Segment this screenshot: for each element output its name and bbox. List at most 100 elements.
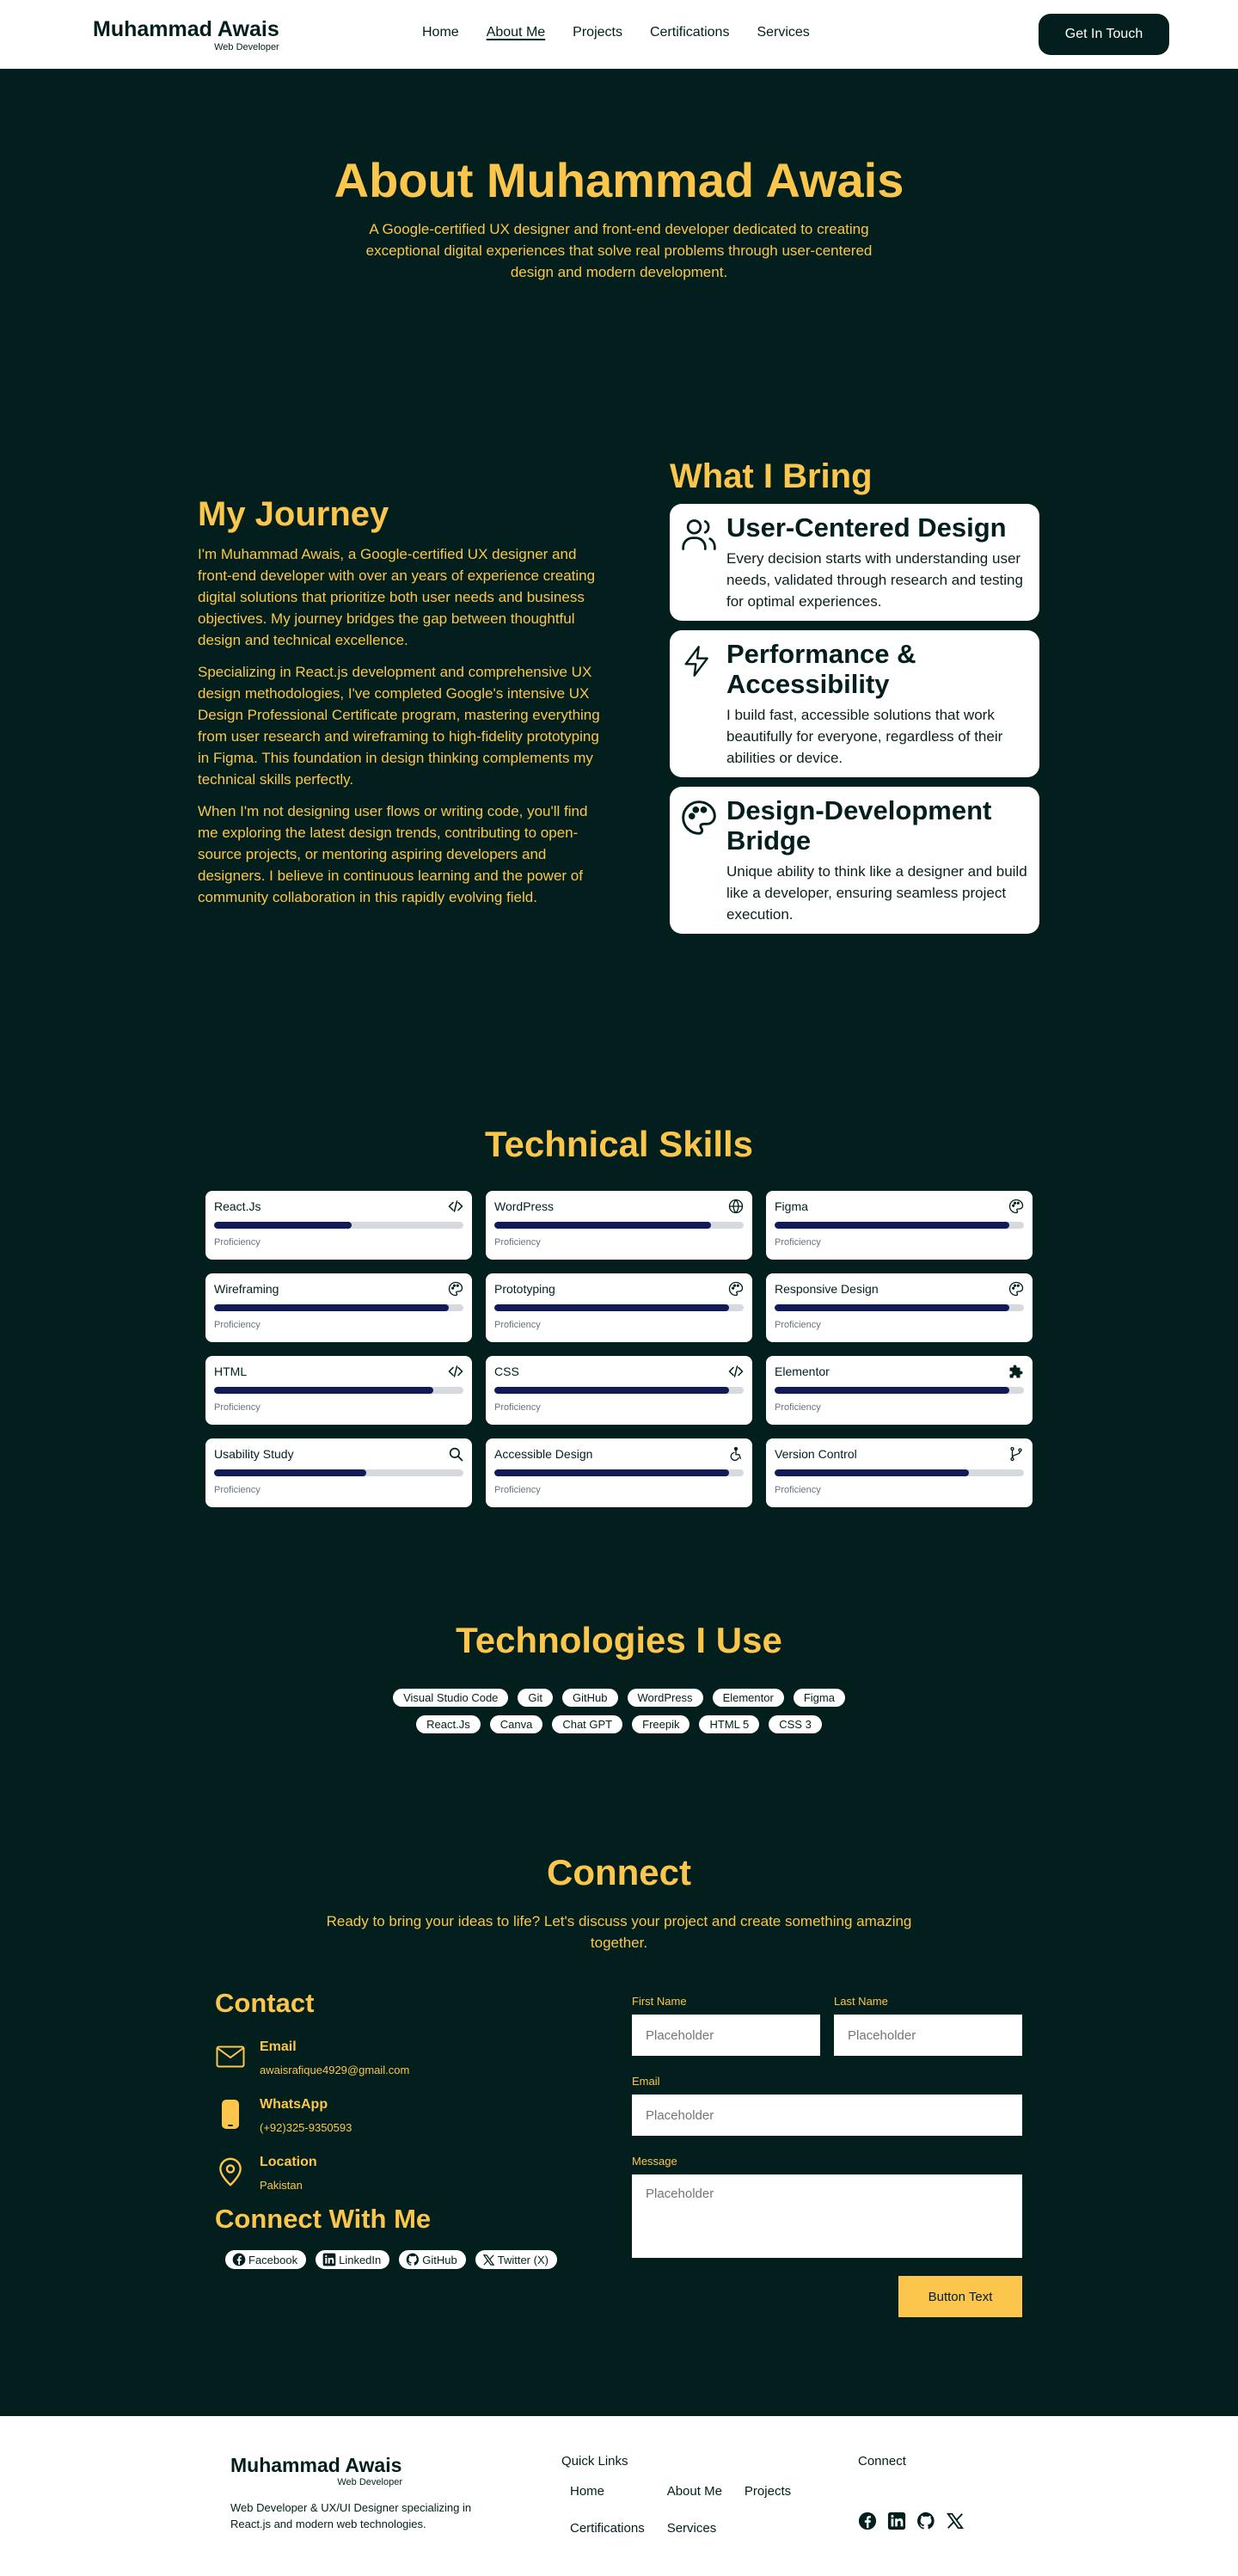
linkedin-button[interactable]: LinkedIn <box>316 2250 390 2269</box>
skill-card: HTML Proficiency <box>205 1356 472 1425</box>
contact-title: Contact <box>215 1988 315 2018</box>
footer-link-services[interactable]: Services <box>666 2521 717 2536</box>
nav-services[interactable]: Services <box>757 25 810 40</box>
skill-progress-fill <box>494 1387 729 1394</box>
footer-link-home[interactable]: Home <box>570 2484 605 2499</box>
linkedin-icon[interactable] <box>887 2512 906 2530</box>
github-button[interactable]: GitHub <box>399 2250 466 2269</box>
skill-progress-bar <box>214 1387 463 1394</box>
facebook-label: Facebook <box>248 2253 298 2266</box>
first-name-label: First Name <box>632 1995 687 2008</box>
connect-with-me-title: Connect With Me <box>215 2204 432 2234</box>
skill-progress-fill <box>775 1222 1009 1229</box>
skill-progress-bar <box>214 1222 463 1229</box>
twitter-button[interactable]: Twitter (X) <box>475 2250 557 2269</box>
facebook-button[interactable]: Facebook <box>225 2250 307 2269</box>
technology-chip: Chat GPT <box>552 1715 623 1733</box>
hero-section: About Muhammad Awais A Google-certified … <box>0 69 1238 283</box>
nav-home[interactable]: Home <box>422 25 459 40</box>
email-input[interactable] <box>632 2095 1022 2136</box>
contact-email: Email awaisrafique4929@gmail.com <box>215 2039 593 2076</box>
footer-description: Web Developer & UX/UI Designer specializ… <box>230 2501 472 2530</box>
journey-paragraph: I'm Muhammad Awais, a Google-certified U… <box>198 546 596 648</box>
email-label: Email <box>260 2039 297 2054</box>
message-label: Message <box>632 2155 677 2168</box>
skill-name: Usability Study <box>214 1447 294 1461</box>
site-header: Muhammad Awais Web Developer Home About … <box>0 0 1238 69</box>
bring-card-title: Design-Development Bridge <box>726 795 992 856</box>
bring-card-title: User-Centered Design <box>726 512 1007 543</box>
skill-card: Prototyping Proficiency <box>486 1273 752 1342</box>
linkedin-icon <box>322 2253 336 2266</box>
skill-card: CSS Proficiency <box>486 1356 752 1425</box>
technology-chip: Freepik <box>632 1715 690 1733</box>
twitter-label: Twitter (X) <box>497 2253 549 2266</box>
message-field: Message <box>632 2155 1022 2262</box>
journey-paragraph: Specializing in React.js development and… <box>198 664 600 788</box>
footer-link-about-me[interactable]: About Me <box>666 2484 722 2499</box>
contact-whatsapp: WhatsApp (+92)325-9350593 <box>215 2097 593 2134</box>
technology-chip: Git <box>518 1689 554 1707</box>
x-icon[interactable] <box>946 2512 965 2530</box>
proficiency-label: Proficiency <box>494 1320 541 1330</box>
technology-chip: React.Js <box>416 1715 481 1733</box>
facebook-icon[interactable] <box>858 2512 877 2530</box>
hero-subtitle: A Google-certified UX designer and front… <box>365 221 873 280</box>
proficiency-label: Proficiency <box>775 1320 821 1330</box>
github-icon <box>406 2253 420 2266</box>
skill-progress-bar <box>775 1469 1024 1476</box>
code-icon <box>448 1364 463 1379</box>
users-icon <box>680 512 716 612</box>
technology-chip: Elementor <box>712 1689 784 1707</box>
main-nav: Home About Me Projects Certifications Se… <box>422 25 810 40</box>
github-icon[interactable] <box>916 2512 935 2530</box>
skill-progress-bar <box>494 1469 744 1476</box>
connect-lead: Ready to bring your ideas to life? Let's… <box>326 1913 912 1951</box>
name-row: First Name Last Name <box>632 1995 1022 2056</box>
contact-location: Location Pakistan <box>215 2155 593 2192</box>
nav-certifications[interactable]: Certifications <box>649 25 730 40</box>
skill-name: Responsive Design <box>775 1282 879 1296</box>
technology-chip: Visual Studio Code <box>393 1689 509 1707</box>
journey-title: My Journey <box>198 495 389 533</box>
skill-card: Version Control Proficiency <box>766 1438 1033 1507</box>
brand-subtitle: Web Developer <box>214 41 279 52</box>
skill-progress-bar <box>494 1222 744 1229</box>
technology-chips: Visual Studio Code Git GitHub WordPress Elem… <box>361 1689 877 1733</box>
nav-projects[interactable]: Projects <box>573 25 622 40</box>
first-name-field: First Name <box>632 1995 820 2056</box>
skill-progress-fill <box>214 1222 352 1229</box>
skill-name: React.Js <box>214 1199 261 1213</box>
message-input[interactable] <box>632 2174 1022 2258</box>
palette-icon <box>448 1281 463 1297</box>
skill-name: Wireframing <box>214 1282 279 1296</box>
palette-icon <box>1008 1199 1024 1214</box>
connect-title: Connect <box>547 1852 691 1892</box>
footer-link-projects[interactable]: Projects <box>744 2484 792 2499</box>
get-in-touch-button[interactable]: Get In Touch <box>1039 14 1169 55</box>
palette-icon <box>1008 1281 1024 1297</box>
whatsapp-value[interactable]: (+92)325-9350593 <box>260 2121 352 2134</box>
skill-name: Figma <box>775 1199 808 1213</box>
github-label: GitHub <box>422 2253 457 2266</box>
email-field-label: Email <box>632 2075 660 2088</box>
skill-progress-fill <box>775 1304 1009 1311</box>
footer-link-certifications[interactable]: Certifications <box>570 2521 645 2536</box>
location-pin-icon <box>215 2155 246 2189</box>
brand-logo[interactable]: Muhammad Awais Web Developer <box>93 17 279 52</box>
journey-paragraph: When I'm not designing user flows or wri… <box>198 803 588 905</box>
skill-progress-bar <box>494 1387 744 1394</box>
footer-brand: Muhammad Awais Web Developer Web Develop… <box>230 2454 488 2532</box>
search-icon <box>448 1446 463 1462</box>
submit-button[interactable]: Button Text <box>898 2276 1022 2317</box>
bring-card: Performance & Accessibility I build fast… <box>670 630 1039 777</box>
skill-progress-bar <box>214 1304 463 1311</box>
nav-about-me[interactable]: About Me <box>486 25 546 40</box>
last-name-input[interactable] <box>834 2015 1022 2056</box>
technology-chip: Figma <box>793 1689 845 1707</box>
whatsapp-label: WhatsApp <box>260 2097 328 2112</box>
email-value[interactable]: awaisrafique4929@gmail.com <box>260 2064 410 2076</box>
footer-connect-title: Connect <box>858 2454 906 2469</box>
first-name-input[interactable] <box>632 2015 820 2056</box>
technology-chip: GitHub <box>562 1689 618 1707</box>
